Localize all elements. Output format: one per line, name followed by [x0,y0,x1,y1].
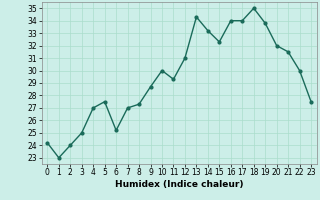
X-axis label: Humidex (Indice chaleur): Humidex (Indice chaleur) [115,180,244,189]
